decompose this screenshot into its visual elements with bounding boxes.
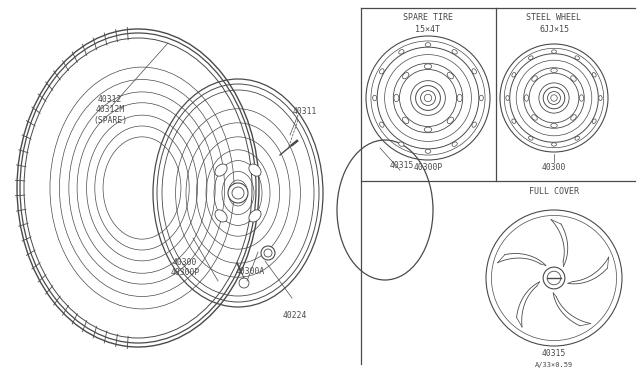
Text: A/33×0.59: A/33×0.59 bbox=[535, 362, 573, 368]
Circle shape bbox=[415, 86, 440, 110]
Text: 40300A: 40300A bbox=[236, 267, 264, 276]
Ellipse shape bbox=[571, 115, 576, 120]
Ellipse shape bbox=[424, 127, 432, 132]
Ellipse shape bbox=[452, 142, 457, 147]
Ellipse shape bbox=[529, 56, 533, 60]
Ellipse shape bbox=[215, 164, 227, 176]
Ellipse shape bbox=[552, 50, 556, 53]
Ellipse shape bbox=[394, 94, 399, 102]
Text: STEEL WHEEL: STEEL WHEEL bbox=[527, 13, 582, 22]
Ellipse shape bbox=[447, 73, 454, 79]
Ellipse shape bbox=[372, 95, 377, 101]
Ellipse shape bbox=[551, 124, 557, 128]
Ellipse shape bbox=[532, 76, 537, 81]
Ellipse shape bbox=[425, 43, 431, 46]
Ellipse shape bbox=[524, 95, 529, 101]
Ellipse shape bbox=[552, 143, 556, 146]
Ellipse shape bbox=[479, 95, 483, 101]
Text: FULL COVER: FULL COVER bbox=[529, 187, 579, 196]
Ellipse shape bbox=[592, 119, 596, 124]
Ellipse shape bbox=[579, 95, 584, 101]
Text: SPARE TIRE: SPARE TIRE bbox=[403, 13, 453, 22]
Ellipse shape bbox=[551, 68, 557, 73]
Text: 40300: 40300 bbox=[542, 164, 566, 173]
Ellipse shape bbox=[575, 56, 579, 60]
Ellipse shape bbox=[380, 69, 384, 74]
Text: 40311: 40311 bbox=[293, 108, 317, 116]
Ellipse shape bbox=[532, 115, 537, 120]
Ellipse shape bbox=[403, 73, 409, 79]
Text: 15×4T: 15×4T bbox=[415, 26, 440, 35]
Text: 40315: 40315 bbox=[542, 350, 566, 359]
Ellipse shape bbox=[592, 73, 596, 77]
Text: 40300
40300P: 40300 40300P bbox=[170, 258, 200, 278]
Text: 40300P: 40300P bbox=[413, 164, 443, 173]
Circle shape bbox=[228, 183, 248, 203]
Ellipse shape bbox=[457, 94, 462, 102]
Ellipse shape bbox=[472, 122, 476, 127]
Ellipse shape bbox=[575, 136, 579, 140]
Ellipse shape bbox=[403, 117, 409, 124]
Ellipse shape bbox=[380, 122, 384, 127]
Ellipse shape bbox=[249, 164, 261, 176]
Ellipse shape bbox=[512, 119, 516, 124]
Ellipse shape bbox=[529, 136, 533, 140]
Ellipse shape bbox=[447, 117, 454, 124]
Text: 6JJ×15: 6JJ×15 bbox=[539, 26, 569, 35]
Ellipse shape bbox=[472, 69, 476, 74]
Ellipse shape bbox=[399, 142, 404, 147]
Ellipse shape bbox=[598, 96, 602, 100]
Ellipse shape bbox=[452, 49, 457, 54]
Ellipse shape bbox=[425, 149, 431, 153]
Text: 40224: 40224 bbox=[283, 311, 307, 320]
Ellipse shape bbox=[249, 210, 261, 222]
Circle shape bbox=[543, 87, 564, 109]
Ellipse shape bbox=[512, 73, 516, 77]
Ellipse shape bbox=[399, 49, 404, 54]
Ellipse shape bbox=[215, 210, 227, 222]
Text: 40312
40312M
(SPARE): 40312 40312M (SPARE) bbox=[93, 95, 127, 125]
Circle shape bbox=[261, 246, 275, 260]
Ellipse shape bbox=[506, 96, 509, 100]
Ellipse shape bbox=[571, 76, 576, 81]
Ellipse shape bbox=[424, 64, 432, 69]
Text: 40315: 40315 bbox=[390, 160, 414, 170]
